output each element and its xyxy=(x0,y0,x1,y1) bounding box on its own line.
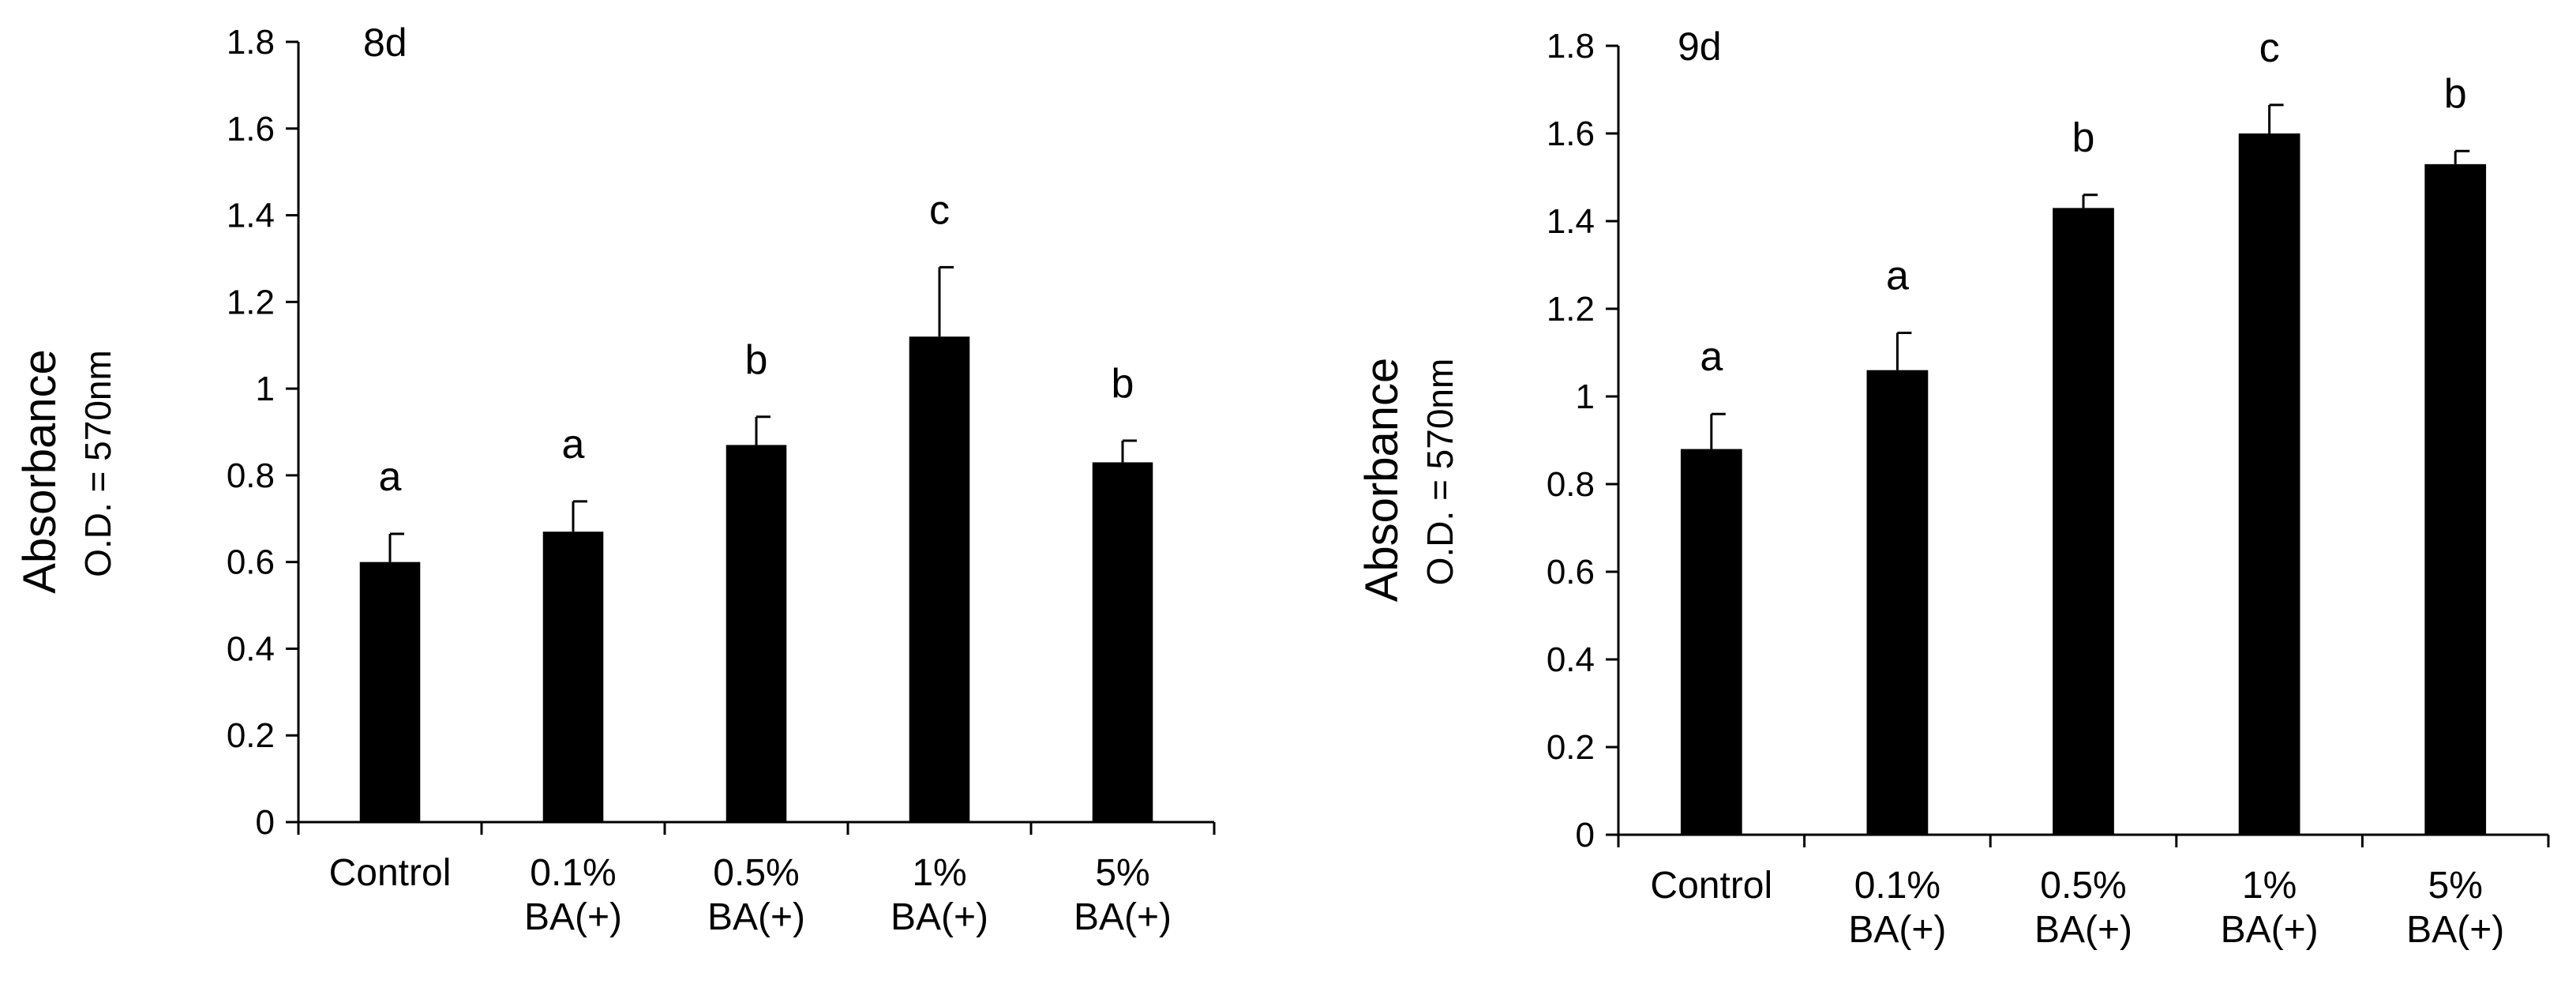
y-tick-label: 1.2 xyxy=(227,283,275,321)
significance-letter: a xyxy=(379,454,402,500)
x-category-label: BA(+) xyxy=(891,896,988,938)
x-category-label: Control xyxy=(329,852,452,894)
significance-letter: b xyxy=(1112,361,1134,407)
significance-letter: b xyxy=(745,337,768,383)
y-tick-label: 0.6 xyxy=(1547,553,1595,592)
bar xyxy=(2053,208,2114,836)
bar xyxy=(909,336,970,822)
x-category-label: BA(+) xyxy=(2221,909,2319,951)
y-axis-label: Absorbance xyxy=(14,349,66,594)
x-category-label: 0.5% xyxy=(713,852,799,894)
y-tick-label: 0.6 xyxy=(227,543,275,582)
bar xyxy=(542,531,604,822)
y-tick-label: 1.8 xyxy=(1547,27,1595,66)
x-category-label: 1% xyxy=(912,852,966,894)
bar xyxy=(2238,133,2300,835)
y-tick-label: 1.2 xyxy=(1547,290,1595,329)
bar xyxy=(726,445,787,822)
panel-title: 9d xyxy=(1678,24,1722,69)
significance-letter: c xyxy=(2259,25,2280,71)
y-tick-label: 0.8 xyxy=(227,456,275,495)
significance-letter: b xyxy=(2072,115,2095,161)
significance-letter: a xyxy=(1886,254,1909,299)
y-axis-sublabel: O.D. = 570nm xyxy=(77,350,118,577)
x-category-label: 0.1% xyxy=(1854,865,1940,907)
y-tick-label: 1.4 xyxy=(1547,202,1595,241)
y-tick-label: 1.6 xyxy=(227,110,275,148)
x-category-label: 5% xyxy=(1095,852,1149,894)
x-category-label: 5% xyxy=(2428,865,2483,907)
y-tick-label: 1.6 xyxy=(1547,115,1595,153)
y-tick-label: 0.8 xyxy=(1547,465,1595,504)
x-category-label: BA(+) xyxy=(2406,909,2504,951)
bar xyxy=(1680,449,1742,835)
x-category-label: BA(+) xyxy=(707,896,805,938)
x-category-label: BA(+) xyxy=(524,896,622,938)
y-tick-label: 1.4 xyxy=(227,197,275,235)
y-tick-label: 0 xyxy=(1576,816,1595,854)
significance-letter: a xyxy=(562,422,585,468)
x-category-label: Control xyxy=(1650,865,1772,907)
y-tick-label: 1 xyxy=(1576,377,1595,416)
y-tick-label: 0 xyxy=(256,803,275,842)
y-tick-label: 0.2 xyxy=(1547,728,1595,767)
bar xyxy=(1866,370,1929,835)
bar xyxy=(2424,163,2487,836)
significance-letter: a xyxy=(1700,334,1723,380)
y-axis-sublabel: O.D. = 570nm xyxy=(1419,359,1460,586)
x-category-label: 0.5% xyxy=(2040,865,2126,907)
panel-8d: 00.20.40.60.811.21.41.61.8aControla0.1%B… xyxy=(14,21,1216,938)
bar xyxy=(1092,462,1153,822)
x-category-label: BA(+) xyxy=(2034,909,2132,951)
x-category-label: BA(+) xyxy=(1074,896,1172,938)
y-tick-label: 1.8 xyxy=(227,23,275,62)
x-category-label: BA(+) xyxy=(1848,909,1946,951)
panel-title: 8d xyxy=(363,21,407,65)
y-tick-label: 0.4 xyxy=(1547,640,1595,679)
significance-letter: c xyxy=(929,187,950,233)
bar xyxy=(359,561,421,822)
y-axis-label: Absorbance xyxy=(1356,358,1408,603)
x-category-label: 1% xyxy=(2242,865,2297,907)
x-category-label: 0.1% xyxy=(530,852,616,894)
significance-letter: b xyxy=(2444,71,2467,117)
y-tick-label: 1 xyxy=(256,370,275,408)
panel-9d: 00.20.40.60.811.21.41.61.8aControla0.1%B… xyxy=(1356,24,2550,951)
y-tick-label: 0.4 xyxy=(227,629,275,668)
y-tick-label: 0.2 xyxy=(227,716,275,755)
